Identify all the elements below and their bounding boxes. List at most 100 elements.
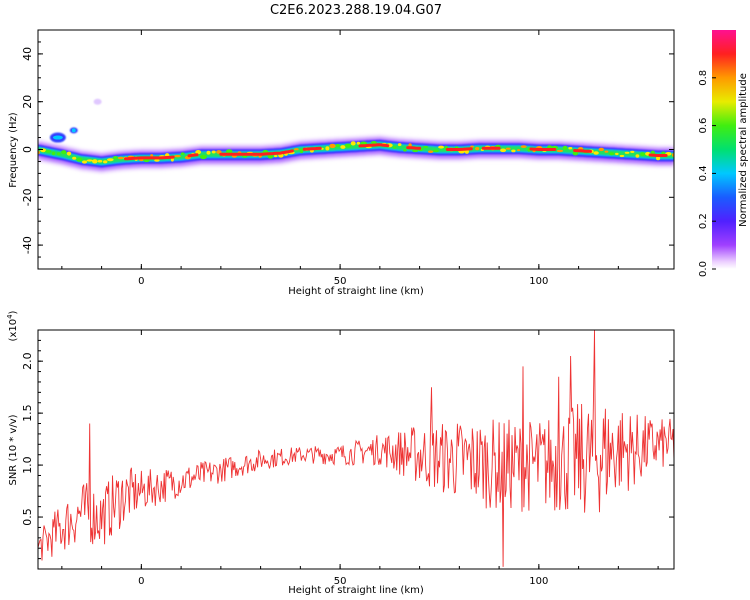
spectrogram-ridge-core [406,146,422,150]
spectrogram-speckle [598,147,604,152]
spectrogram-ylabel: Frequency (Hz) [8,112,19,188]
spectrogram-speckle [464,149,469,154]
spectrogram-speckle [428,150,434,153]
spectrogram-ridge-core [573,149,592,153]
spectrogram-ytick-label: -20 [21,188,34,206]
snr-multiplier: (x104) [6,310,19,341]
spectrogram-speckle [226,149,233,154]
spectrogram-speckle [397,143,402,147]
spectrogram-speckle [511,149,516,153]
spectrogram-speckle [329,143,336,149]
spectrogram-ridge-core [358,143,390,148]
snr-marks [38,330,674,567]
spectrogram-speckle [199,154,207,160]
spectrogram-band-green [38,142,674,165]
spectrogram-speckle [630,150,635,153]
snr-ytick-label: 0.5 [21,508,34,526]
spectrogram-speckle [470,145,474,148]
spectrogram-speckle [294,148,299,151]
snr-panel: 0 50 100 0.5 1.0 1.5 2.0 Height of straight li… [6,310,675,596]
spectrogram-speckle [392,146,397,149]
spectrogram-speckle [299,148,304,154]
spectrogram-ridge-core [529,147,557,151]
spectrogram-speckle [61,150,67,155]
spectrogram-speckle [51,151,56,156]
spectrogram-blob-core [71,128,76,133]
spectrogram-speckle [325,146,330,151]
snr-xlabel: Height of straight line (km) [288,585,424,596]
snr-xtick-label: 100 [529,576,548,587]
spectrogram-speckle [640,152,646,157]
spectrogram-blob [93,98,102,105]
spectrogram-ytick-label: 40 [21,47,34,61]
spectrogram-speckle [97,159,103,163]
spectrogram-speckle [113,156,118,160]
spectrogram-speckle [40,148,47,153]
spectrogram-speckle [517,149,521,152]
spectrogram-speckle [267,154,274,159]
spectrogram-speckle [619,154,625,158]
spectrogram-speckle [572,151,579,156]
colorbar-tick-label: 0.4 [698,165,709,181]
spectrogram-xtick-label: 0 [138,276,144,287]
spectrogram-speckle [403,149,407,152]
spectrogram-speckle [593,151,599,155]
spectrogram-speckle [150,154,154,157]
spectrogram-speckle [107,158,114,162]
spectrogram-panel: 0 50 100 40 20 0 -20 -40 Height of straight lin… [8,29,675,297]
colorbar-ticks: 0.0 0.2 0.4 0.6 0.8 [698,70,716,277]
snr-xtick-label: 50 [334,576,347,587]
spectrogram-ytick-label: 0 [21,146,34,153]
spectrogram-speckle [568,147,573,150]
spectrogram-ridge-core [302,146,322,151]
colorbar-tick-label: 0.6 [698,118,709,134]
snr-xtick-label: 0 [138,576,144,587]
spectrogram-speckle [412,149,419,153]
spectrogram-speckle [356,141,361,145]
spectrogram-speckle [195,150,202,155]
spectrogram-speckle [344,143,352,148]
spectrogram-speckle [117,156,124,160]
spectrogram-speckle [81,160,88,164]
spectrogram-xtick-label: 100 [529,276,548,287]
spectrogram-speckle [371,141,377,145]
spectrogram-xtick-label: 50 [334,276,347,287]
figure-title: C2E6.2023.288.19.04.G07 [270,3,442,18]
colorbar: 0.0 0.2 0.4 0.6 0.8 Normalized spectral ampl… [698,30,749,277]
spectrogram-speckle [340,145,346,149]
spectrogram-speckle [608,152,615,156]
spectrogram-ridge-core [124,155,175,161]
spectrogram-speckle [76,157,83,162]
spectrogram-speckle [562,145,568,150]
spectrogram-marks [38,98,674,174]
spectrogram-speckle [274,155,278,158]
colorbar-tick-label: 0.8 [698,70,709,86]
spectrogram-speckle [422,145,429,149]
spectrogram-speckle [656,156,661,161]
spectrogram-speckle [66,151,72,156]
spectrogram-ridge-core [445,147,473,151]
spectrogram-speckle [432,149,439,153]
spectrogram-ticks: 0 50 100 40 20 0 -20 -40 [21,30,674,287]
spectrogram-blob-core [52,135,63,140]
spectrogram-speckle [72,156,77,160]
spectrogram-speckle [475,147,480,151]
spectrogram-speckle [45,150,52,153]
colorbar-tick-label: 0.2 [698,213,709,229]
spectrogram-speckle [505,147,511,150]
spectrogram-speckle [604,150,609,153]
spectrogram-ytick-label: -40 [21,236,34,254]
spectrogram-speckle [615,152,619,156]
colorbar-gradient [712,30,736,269]
spectrogram-speckle [180,152,185,155]
spectrogram-speckle [57,152,61,156]
spectrogram-speckle [335,144,340,147]
spectrogram-xlabel: Height of straight line (km) [288,286,424,297]
spectrogram-speckle [500,148,507,153]
spectrogram-ytick-label: 20 [21,95,34,109]
snr-ticks: 0 50 100 0.5 1.0 1.5 2.0 [21,330,674,587]
spectrogram-ridge-core [648,153,668,157]
spectrogram-speckle [661,151,666,155]
spectrogram-speckle [635,154,640,158]
